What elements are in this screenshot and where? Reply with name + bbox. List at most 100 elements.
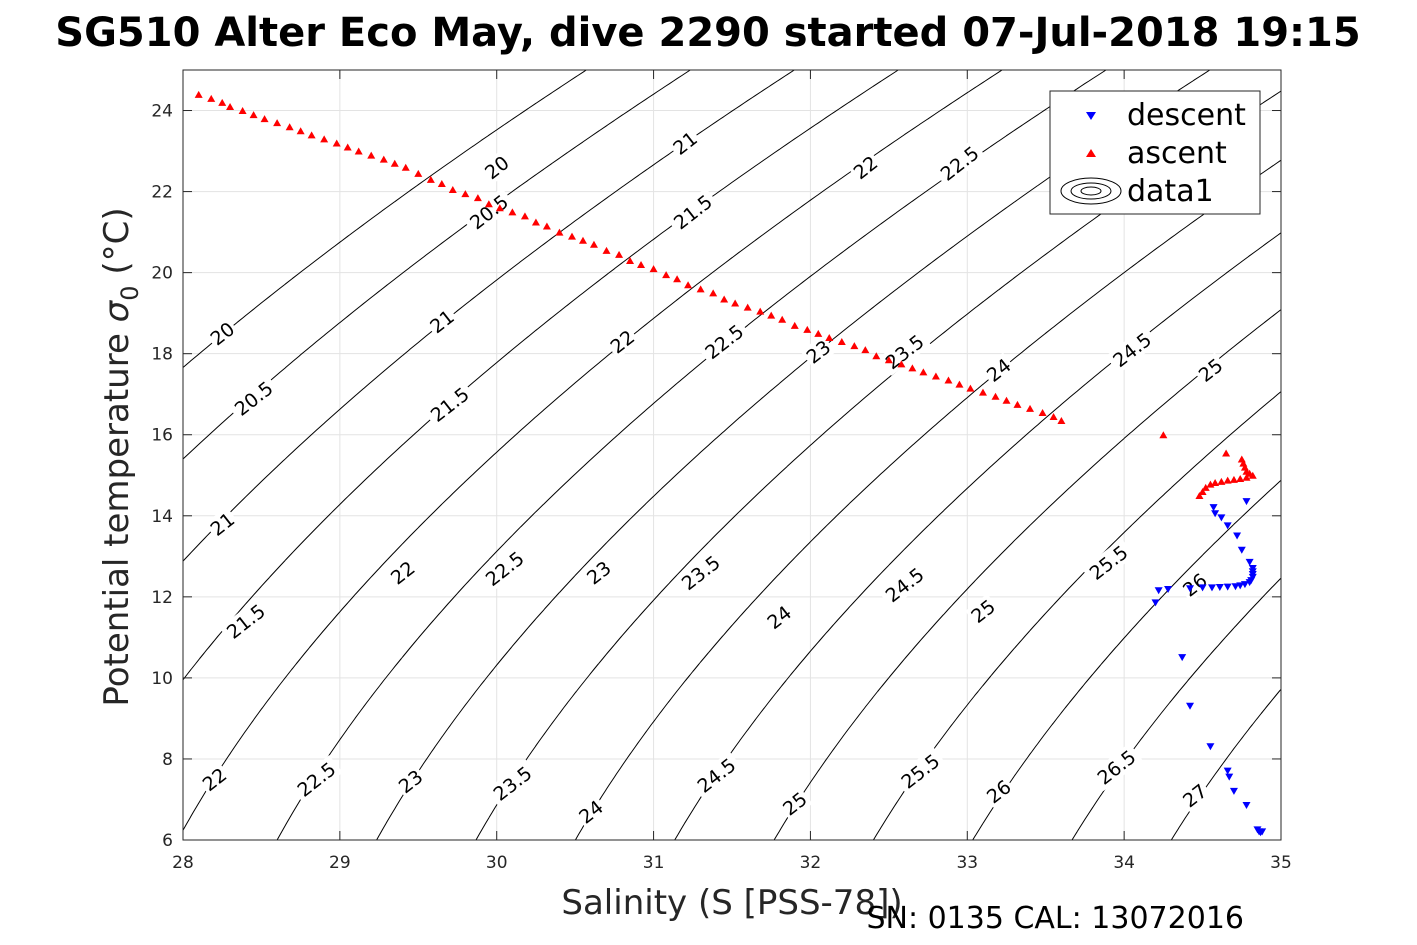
ascent-point-2 bbox=[218, 98, 227, 106]
descent-point-7 bbox=[1223, 583, 1232, 591]
x-tick-label-33: 33 bbox=[956, 853, 978, 873]
contour-label-bg bbox=[219, 597, 273, 646]
descent-point-23 bbox=[1211, 510, 1220, 518]
y-tick-label-12: 12 bbox=[151, 588, 173, 608]
contour-label-bg bbox=[573, 794, 609, 829]
data-series bbox=[194, 90, 1267, 837]
contour-label-bg bbox=[847, 149, 884, 185]
ascent-point-53 bbox=[814, 329, 823, 337]
contour-label-bg bbox=[666, 187, 720, 236]
contour-line-22-5 bbox=[276, 69, 1107, 841]
ascent-point-17 bbox=[390, 159, 399, 167]
ascent-point-66 bbox=[966, 384, 975, 392]
ascent-point-76 bbox=[1222, 449, 1231, 457]
descent-point-18 bbox=[1237, 546, 1246, 554]
contour-label-bg bbox=[485, 759, 539, 808]
contour-label-bg bbox=[776, 786, 813, 821]
descent-point-9 bbox=[1236, 582, 1245, 590]
x-tick-label-32: 32 bbox=[800, 853, 822, 873]
ascent-point-25 bbox=[484, 200, 493, 208]
contour-label-bg bbox=[1176, 567, 1213, 602]
contour-line-24 bbox=[574, 159, 1282, 841]
x-tick-label-30: 30 bbox=[486, 853, 508, 873]
descent-point-1 bbox=[1154, 587, 1163, 595]
ascent-point-73 bbox=[1049, 413, 1058, 420]
ascent-point-87 bbox=[1217, 477, 1226, 485]
y-axis-label-subscript: 0 bbox=[116, 285, 144, 300]
contour-label-bg bbox=[980, 774, 1017, 809]
ascent-point-19 bbox=[414, 169, 423, 177]
contour-label-bg bbox=[462, 187, 516, 236]
ascent-point-21 bbox=[437, 179, 446, 187]
ascent-point-43 bbox=[696, 285, 705, 293]
ascent-point-40 bbox=[662, 271, 671, 279]
descent-point-20 bbox=[1223, 522, 1232, 530]
ascent-point-67 bbox=[978, 388, 987, 396]
contour-label-bg bbox=[478, 544, 532, 593]
ascent-point-85 bbox=[1229, 475, 1238, 483]
legend-ascent-label: ascent bbox=[1127, 136, 1227, 171]
ascent-point-41 bbox=[673, 275, 682, 283]
contour-label-bg bbox=[1176, 778, 1213, 813]
series-ascent bbox=[194, 90, 1257, 500]
descent-point-27 bbox=[1206, 743, 1215, 751]
y-tick-label-16: 16 bbox=[151, 426, 173, 446]
descent-point-29 bbox=[1225, 773, 1234, 781]
descent-point-6 bbox=[1215, 584, 1224, 592]
ascent-point-4 bbox=[238, 107, 247, 115]
ascent-point-28 bbox=[520, 212, 529, 220]
ascent-point-36 bbox=[615, 250, 624, 258]
legend: descent ascent data1 bbox=[1049, 90, 1261, 215]
y-axis-label-prefix: Potential temperature bbox=[97, 322, 137, 706]
contour-label-bg bbox=[667, 125, 703, 161]
ascent-point-88 bbox=[1211, 479, 1220, 487]
legend-box bbox=[1049, 90, 1261, 215]
footer-serial-calibration: SN: 0135 CAL: 13072016 bbox=[866, 901, 1244, 936]
descent-point-10 bbox=[1240, 581, 1249, 589]
ascent-point-9 bbox=[296, 127, 305, 135]
ascent-point-50 bbox=[778, 315, 787, 323]
descent-point-30 bbox=[1229, 787, 1238, 795]
y-tick-label-8: 8 bbox=[162, 750, 173, 770]
descent-point-28 bbox=[1223, 767, 1232, 775]
descent-point-17 bbox=[1245, 558, 1254, 566]
contour-label-bg bbox=[227, 374, 281, 423]
descent-point-26 bbox=[1186, 702, 1195, 710]
x-tick-label-34: 34 bbox=[1113, 853, 1135, 873]
ascent-point-63 bbox=[931, 372, 940, 380]
contour-label-bg bbox=[423, 380, 477, 429]
contour-label-bg bbox=[893, 747, 947, 796]
ascent-point-42 bbox=[684, 281, 693, 289]
ascent-point-11 bbox=[320, 135, 329, 143]
x-axis-label: Salinity (S [PSS-78]) bbox=[561, 883, 902, 923]
ascent-point-20 bbox=[426, 175, 435, 183]
ascent-point-0 bbox=[194, 90, 203, 98]
y-tick-label-10: 10 bbox=[151, 669, 173, 689]
x-tick-label-31: 31 bbox=[643, 853, 665, 873]
y-axis-label: Potential temperature σ0 (°C) bbox=[97, 207, 144, 706]
ascent-point-72 bbox=[1038, 408, 1047, 416]
ascent-point-68 bbox=[991, 392, 1000, 400]
descent-point-5 bbox=[1207, 584, 1216, 592]
ascent-point-14 bbox=[354, 147, 363, 155]
contour-label-bg bbox=[204, 316, 241, 351]
ascent-point-31 bbox=[555, 228, 564, 236]
ascent-point-61 bbox=[908, 364, 917, 372]
ascent-point-62 bbox=[919, 368, 928, 376]
ascent-point-54 bbox=[825, 333, 834, 341]
ascent-point-57 bbox=[861, 346, 870, 354]
ascent-point-46 bbox=[731, 299, 740, 307]
ascent-point-24 bbox=[473, 194, 482, 202]
contour-label-bg bbox=[580, 555, 617, 590]
contour-label-bg bbox=[878, 327, 932, 376]
legend-contour-icon bbox=[1060, 177, 1122, 205]
ascent-point-38 bbox=[637, 261, 646, 269]
ascent-point-23 bbox=[461, 190, 470, 198]
contour-label-bg bbox=[1089, 742, 1143, 792]
ascent-point-39 bbox=[649, 265, 658, 273]
ascent-point-3 bbox=[226, 102, 235, 110]
ascent-point-30 bbox=[542, 222, 551, 230]
ascent-point-15 bbox=[367, 151, 376, 159]
descent-point-2 bbox=[1164, 586, 1173, 594]
contour-label-bg bbox=[204, 506, 241, 542]
